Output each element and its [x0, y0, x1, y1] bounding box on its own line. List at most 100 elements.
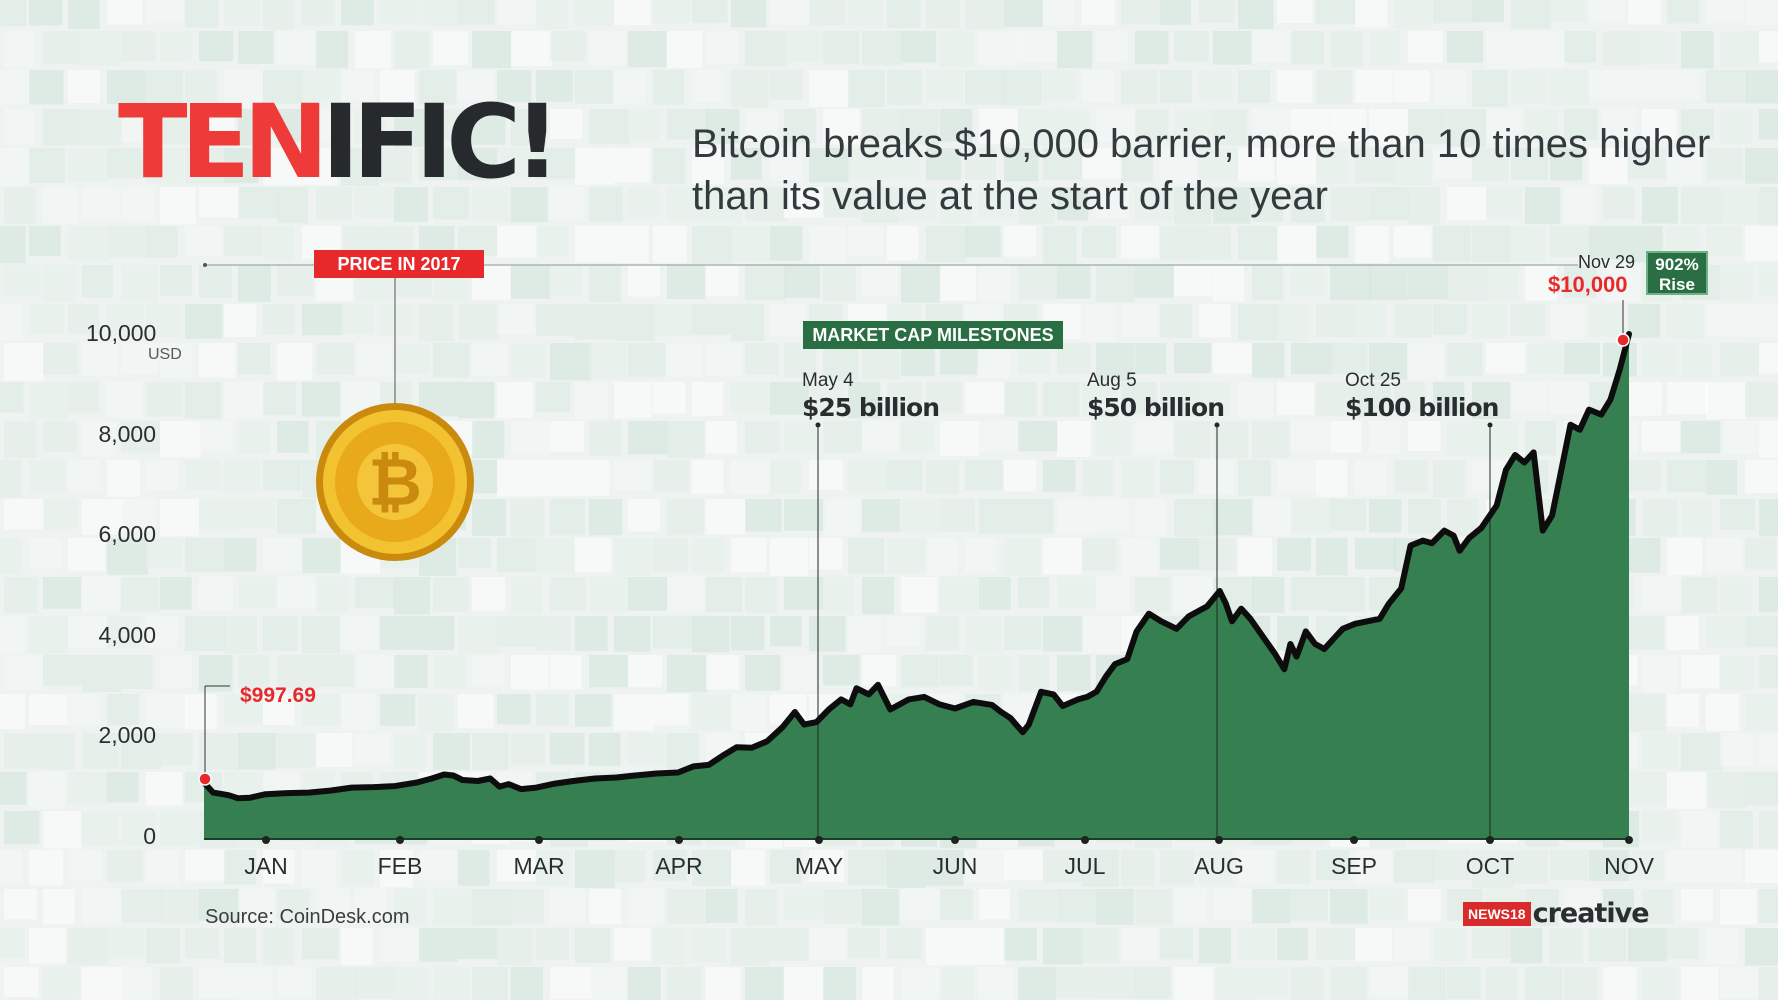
header-rule-dot [203, 263, 207, 267]
background-block [1447, 265, 1488, 301]
background-block [1174, 343, 1212, 374]
background-block [809, 70, 851, 107]
x-tick-label: FEB [377, 853, 423, 879]
background-block [589, 733, 621, 766]
background-block [653, 382, 686, 414]
background-block [1355, 226, 1389, 264]
background-block [667, 343, 703, 378]
background-block [1433, 226, 1471, 262]
x-tick-mark [1486, 836, 1494, 844]
background-block [1628, 70, 1667, 101]
x-tick-mark [1081, 836, 1089, 844]
background-block [355, 967, 395, 999]
background-block [82, 577, 121, 613]
background-block [458, 616, 499, 654]
background-block [536, 850, 570, 886]
background-block [511, 31, 553, 67]
background-block [1291, 187, 1325, 223]
background-block [550, 967, 592, 999]
background-block [575, 304, 614, 340]
background-block [1642, 109, 1677, 140]
background-block [1706, 460, 1738, 495]
background-block [575, 70, 613, 104]
background-block [1174, 499, 1214, 537]
background-block [1681, 811, 1719, 848]
background-block [1355, 460, 1387, 496]
background-block [1628, 850, 1664, 881]
background-block [43, 889, 75, 925]
background-block [185, 304, 223, 339]
background-block [263, 694, 295, 725]
background-block [1238, 304, 1278, 341]
background-block [1603, 265, 1641, 302]
x-tick-mark [951, 836, 959, 844]
background-block [263, 850, 295, 884]
background-block [1174, 967, 1216, 1000]
background-block [550, 109, 583, 140]
background-block [1082, 0, 1116, 26]
background-block [29, 304, 64, 335]
background-block [472, 733, 509, 770]
background-block [1667, 928, 1700, 959]
background-block [653, 460, 690, 492]
background-block [784, 31, 822, 63]
background-block [0, 850, 22, 884]
background-block [1121, 70, 1158, 105]
background-block [1550, 382, 1592, 414]
background-block [979, 31, 1020, 66]
background-block [1628, 304, 1661, 338]
background-block [160, 499, 200, 537]
background-block [1628, 694, 1666, 732]
background-block [887, 226, 919, 261]
background-block [589, 343, 627, 380]
background-block [497, 70, 532, 102]
background-block [1394, 304, 1432, 339]
background-block [745, 499, 782, 532]
background-block [263, 226, 295, 262]
background-block [302, 70, 343, 103]
milestone-value: $100 billion [1345, 393, 1499, 422]
background-block [458, 928, 497, 960]
background-block [848, 538, 885, 574]
background-block [185, 928, 220, 959]
background-block [1642, 733, 1679, 770]
x-tick-mark [1350, 836, 1358, 844]
coin-center [357, 444, 433, 520]
background-block [614, 850, 646, 883]
background-block [1447, 343, 1483, 377]
background-block [1213, 889, 1253, 921]
background-block [628, 889, 664, 926]
background-block [979, 889, 1011, 920]
background-block [107, 694, 139, 726]
background-block [1252, 889, 1291, 924]
background-block [238, 577, 277, 609]
background-block [355, 31, 392, 69]
background-block [29, 850, 64, 886]
background-block [185, 382, 222, 419]
background-block [1720, 343, 1760, 376]
background-block [575, 850, 615, 888]
x-tick-mark [1625, 836, 1633, 844]
background-block [901, 265, 940, 303]
background-block [4, 265, 42, 296]
background-block [121, 577, 159, 612]
background-block [614, 538, 652, 576]
background-block [0, 694, 26, 730]
background-block [1096, 499, 1129, 532]
background-block [160, 811, 198, 847]
background-block [1720, 733, 1754, 766]
background-block [1745, 538, 1777, 569]
rise-value: 902% [1655, 255, 1699, 274]
background-block [1447, 31, 1484, 63]
rise-badge: 902% Rise [1646, 251, 1708, 295]
x-tick-mark [535, 836, 543, 844]
background-block [745, 31, 787, 67]
background-block [355, 343, 393, 377]
background-block [1121, 928, 1158, 961]
background-block [614, 304, 655, 341]
background-block [224, 694, 265, 725]
background-block [277, 31, 318, 66]
background-block [146, 460, 179, 491]
background-block [146, 772, 183, 806]
background-block [1681, 31, 1714, 69]
